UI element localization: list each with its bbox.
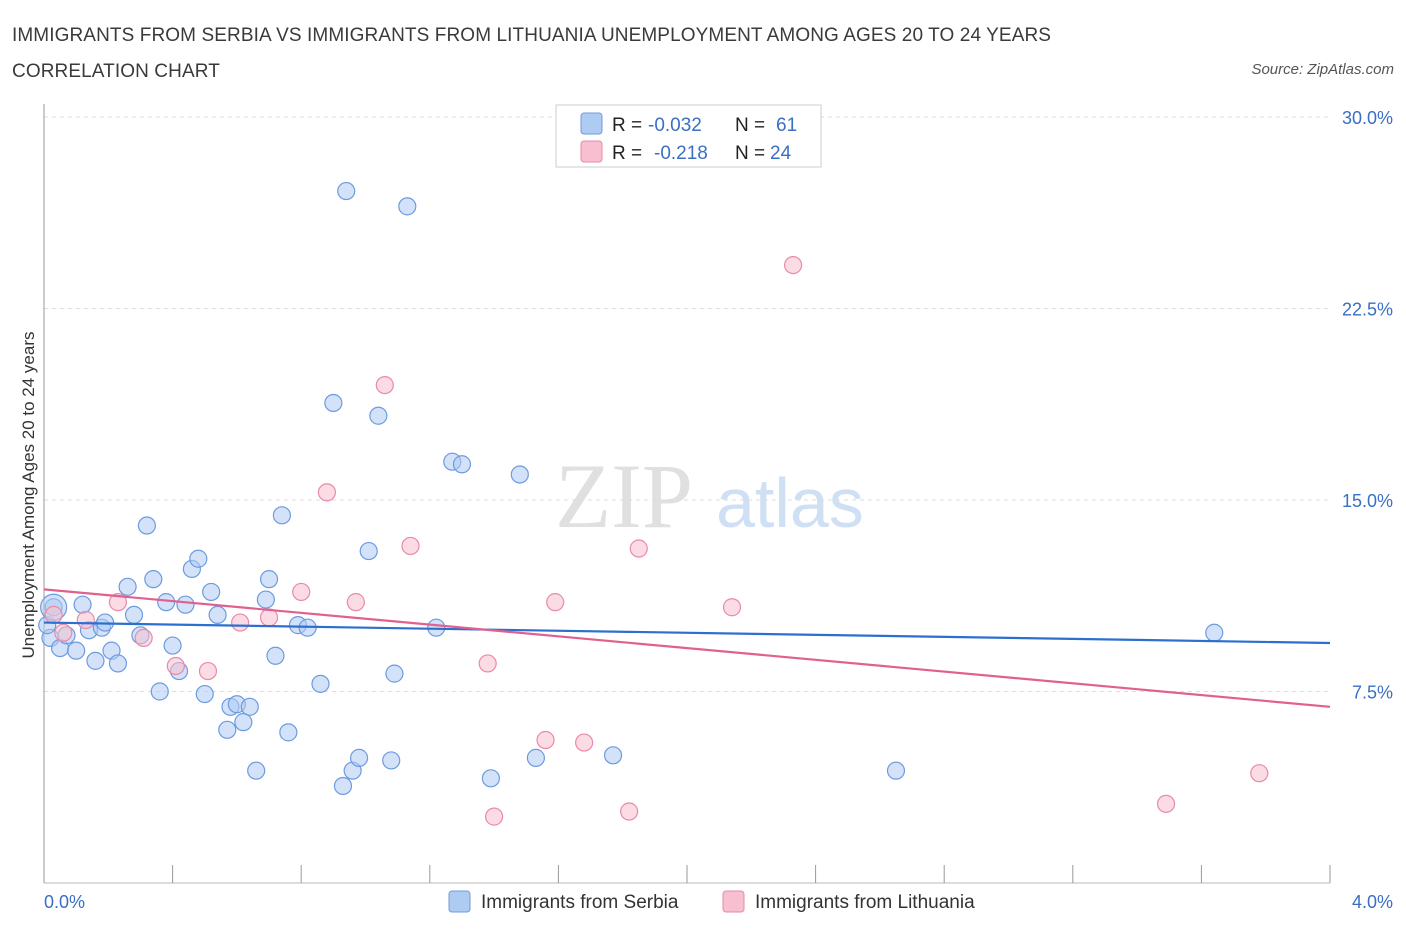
lithuania-data-point (546, 593, 565, 612)
serbia-data-point (510, 465, 529, 484)
serbia-data-point (385, 664, 404, 683)
lithuania-data-point (629, 539, 648, 558)
lithuania-data-point (346, 593, 365, 612)
lithuania-trend-line (43, 588, 1331, 708)
lithuania-data-point (536, 730, 555, 750)
y-tick-labels: 7.5% 15.0% 22.5% 30.0% (1342, 108, 1393, 703)
serbia-data-point (150, 682, 169, 701)
serbia-data-point (218, 720, 237, 739)
lithuania-n-value: 24 (770, 143, 792, 164)
lithuania-data-point (1250, 764, 1269, 783)
serbia-data-point (398, 197, 417, 216)
serbia-data-point (234, 713, 253, 732)
lithuania-data-point (478, 654, 497, 673)
serbia-swatch (580, 112, 603, 135)
lithuania-data-point (292, 582, 311, 602)
serbia-data-point (272, 506, 292, 525)
serbia-n-label: N = (735, 115, 765, 136)
serbia-data-point (1205, 623, 1224, 642)
serbia-data-point (382, 751, 401, 770)
serbia-data-point (349, 748, 369, 767)
y-tick-label: 15.0% (1342, 491, 1393, 511)
serbia-data-point (137, 516, 156, 535)
y-tick-label: 22.5% (1342, 300, 1393, 320)
lithuania-data-point (722, 598, 742, 617)
serbia-data-point (189, 549, 208, 568)
lithuania-data-point (1156, 794, 1176, 813)
watermark-atlas: atlas (716, 464, 864, 542)
legend: Immigrants from Serbia Immigrants from L… (448, 890, 975, 913)
serbia-data-point (259, 570, 279, 589)
serbia-data-point (108, 654, 128, 673)
serbia-data-point (311, 674, 330, 693)
lithuania-data-point (375, 376, 394, 395)
serbia-data-point (333, 776, 353, 796)
serbia-data-point (603, 746, 623, 765)
serbia-data-point (481, 769, 500, 788)
lithuania-data-point (108, 593, 128, 612)
legend-serbia-swatch (448, 890, 471, 913)
x-tick-label-max: 4.0% (1352, 892, 1393, 912)
serbia-data-point (369, 406, 388, 425)
serbia-data-point (247, 761, 266, 780)
stats-box: R = -0.032 N = 61 R = -0.218 N = 24 (555, 104, 822, 168)
serbia-data-point (359, 541, 378, 561)
serbia-data-point (202, 582, 221, 602)
serbia-data-point (176, 595, 195, 614)
serbia-data-point (163, 636, 182, 655)
watermark-zip: ZIP (555, 445, 693, 547)
serbia-data-point (337, 181, 356, 201)
lithuania-r-label: R = (612, 143, 642, 164)
lithuania-data-point (783, 255, 803, 275)
serbia-r-value: -0.032 (648, 115, 702, 136)
x-axis-ticks (43, 865, 1331, 883)
serbia-data-point (886, 761, 906, 780)
lithuania-data-point (198, 661, 218, 681)
legend-lithuania-label: Immigrants from Lithuania (755, 892, 975, 913)
lithuania-data-point (166, 656, 185, 676)
legend-lithuania-swatch (722, 890, 745, 913)
serbia-data-point (118, 577, 137, 596)
serbia-n-value: 61 (776, 115, 797, 136)
serbia-data-point (67, 641, 86, 660)
chart-title: IMMIGRANTS FROM SERBIA VS IMMIGRANTS FRO… (12, 25, 1052, 82)
serbia-data-point (452, 455, 472, 474)
lithuania-r-value: -0.218 (654, 143, 708, 164)
y-axis-label: Unemployment Among Ages 20 to 24 years (19, 332, 38, 659)
serbia-r-label: R = (612, 115, 642, 136)
serbia-data-point (256, 590, 275, 609)
lithuania-data-point (231, 613, 250, 632)
serbia-data-point (266, 646, 285, 665)
lithuania-data-point (44, 605, 63, 625)
lithuania-data-point (485, 807, 504, 826)
y-tick-label: 7.5% (1352, 683, 1393, 703)
serbia-data-point (526, 748, 545, 767)
y-tick-label: 30.0% (1342, 108, 1393, 128)
lithuania-data-point (76, 610, 95, 630)
serbia-data-point (279, 723, 298, 742)
serbia-data-point (240, 697, 259, 716)
x-tick-label-min: 0.0% (44, 892, 85, 912)
lithuania-n-label: N = (735, 143, 765, 164)
source-note: Source: ZipAtlas.com (1251, 61, 1394, 78)
lithuania-swatch (580, 140, 603, 163)
serbia-trend-line (43, 621, 1331, 645)
lithuania-data-point (575, 733, 594, 752)
serbia-data-point (124, 605, 144, 625)
lithuania-data-point (134, 628, 153, 647)
serbia-data-point (144, 570, 163, 589)
serbia-data-point (195, 684, 214, 704)
series-serbia-points (38, 181, 1224, 796)
serbia-data-point (86, 651, 105, 670)
serbia-data-point (208, 605, 227, 625)
legend-serbia-label: Immigrants from Serbia (481, 892, 679, 913)
gridlines (44, 116, 1330, 692)
serbia-data-point (73, 595, 92, 614)
lithuania-data-point (317, 483, 337, 502)
serbia-data-point (324, 393, 343, 413)
lithuania-data-point (401, 536, 420, 556)
lithuania-data-point (620, 802, 639, 821)
lithuania-data-point (54, 623, 73, 642)
